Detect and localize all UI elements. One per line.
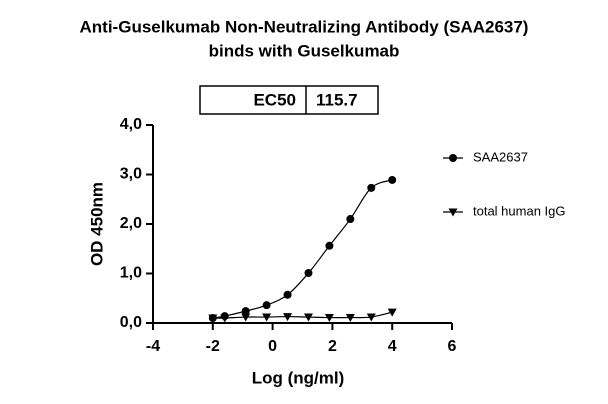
- chart-title: binds with Guselkumab: [209, 41, 400, 60]
- y-tick-label: 4,0: [120, 116, 142, 133]
- legend-marker: [448, 208, 458, 217]
- data-point: [304, 269, 313, 278]
- y-axis-title: OD 450nm: [87, 182, 106, 266]
- data-point: [208, 314, 218, 323]
- data-point: [220, 314, 230, 323]
- x-tick-label: 0: [268, 338, 277, 355]
- data-point: [283, 290, 292, 299]
- legend-marker: [449, 154, 457, 162]
- x-tick-label: -2: [206, 338, 220, 355]
- data-point: [366, 313, 376, 322]
- data-point: [241, 313, 251, 322]
- data-point: [283, 313, 293, 322]
- x-tick-label: 6: [448, 338, 457, 355]
- data-point: [367, 183, 376, 192]
- data-point: [262, 301, 271, 310]
- ec50-box: [199, 85, 379, 115]
- x-tick-label: -4: [146, 338, 160, 355]
- x-axis-title: Log (ng/ml): [252, 368, 345, 387]
- data-point: [345, 314, 355, 323]
- data-point: [324, 314, 334, 323]
- legend-label: SAA2637: [473, 149, 528, 164]
- data-point: [262, 313, 272, 322]
- data-point: [325, 241, 334, 250]
- fit-curve: [212, 179, 393, 319]
- data-point: [303, 313, 313, 322]
- y-tick-label: 3,0: [120, 166, 142, 183]
- data-point: [388, 175, 397, 184]
- x-tick-label: 2: [328, 338, 337, 355]
- x-tick-label: 4: [388, 338, 397, 355]
- ec50-label: EC50: [253, 90, 296, 109]
- y-tick-label: 1,0: [120, 265, 142, 282]
- chart-title: Anti-Guselkumab Non-Neutralizing Antibod…: [80, 17, 529, 36]
- data-point: [387, 308, 397, 317]
- fit-curve: [212, 311, 393, 319]
- legend-label: total human IgG: [473, 203, 566, 218]
- data-point: [241, 307, 250, 316]
- data-point: [346, 215, 355, 224]
- y-tick-label: 2,0: [120, 215, 142, 232]
- ec50-value: 115.7: [316, 90, 358, 109]
- y-tick-label: 0,0: [120, 314, 142, 331]
